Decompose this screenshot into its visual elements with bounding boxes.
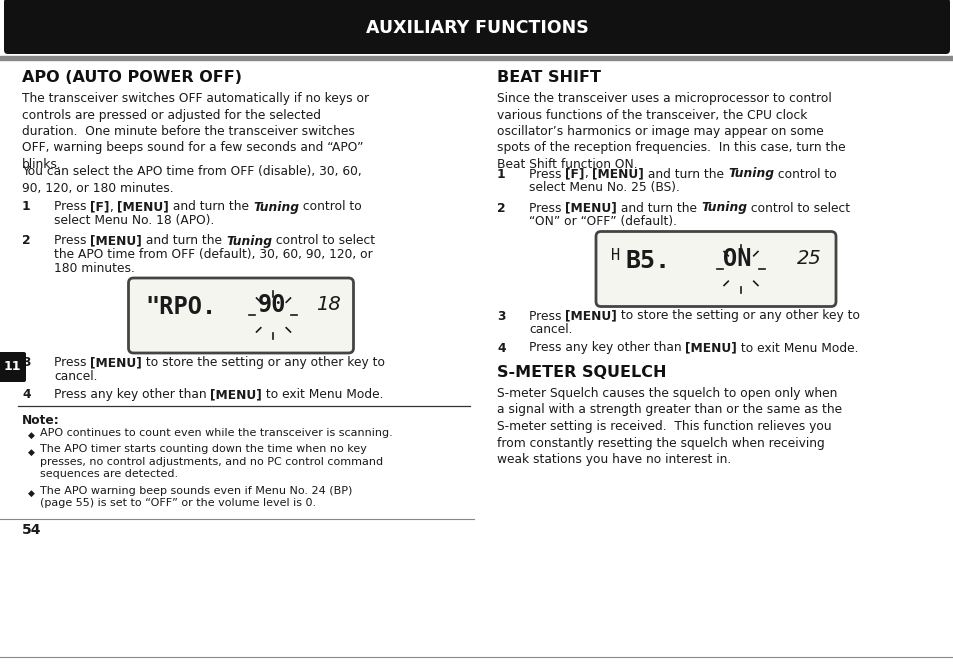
Text: ◆: ◆ — [28, 431, 35, 440]
Text: APO (AUTO POWER OFF): APO (AUTO POWER OFF) — [22, 70, 242, 85]
Text: Tuning: Tuning — [226, 235, 272, 247]
Text: Press any key other than: Press any key other than — [54, 388, 211, 401]
Text: 180 minutes.: 180 minutes. — [54, 261, 134, 274]
Text: 3: 3 — [497, 310, 505, 323]
Text: Tuning: Tuning — [253, 200, 299, 214]
Text: Press any key other than: Press any key other than — [529, 341, 685, 355]
Text: Note:: Note: — [22, 413, 60, 427]
Text: Press: Press — [529, 167, 565, 181]
Text: “ON” or “OFF” (default).: “ON” or “OFF” (default). — [529, 215, 677, 228]
Text: and turn the: and turn the — [617, 202, 700, 214]
Text: cancel.: cancel. — [529, 323, 572, 336]
Text: cancel.: cancel. — [54, 370, 97, 382]
Text: [MENU]: [MENU] — [592, 167, 643, 181]
Text: 1: 1 — [22, 200, 30, 214]
Text: 54: 54 — [22, 523, 42, 537]
Text: Press: Press — [529, 310, 565, 323]
Text: [MENU]: [MENU] — [685, 341, 737, 355]
Text: to exit Menu Mode.: to exit Menu Mode. — [737, 341, 858, 355]
Text: B5.: B5. — [625, 249, 670, 273]
Text: 2: 2 — [22, 235, 30, 247]
Text: 2: 2 — [497, 202, 505, 214]
Text: Press: Press — [529, 202, 565, 214]
Text: The APO timer starts counting down the time when no key
presses, no control adju: The APO timer starts counting down the t… — [40, 444, 383, 479]
Text: [F]: [F] — [565, 167, 584, 181]
Text: ◆: ◆ — [28, 448, 35, 456]
Text: The APO warning beep sounds even if Menu No. 24 (BP)
(page 55) is set to “OFF” o: The APO warning beep sounds even if Menu… — [40, 486, 352, 509]
Text: Since the transceiver uses a microprocessor to control
various functions of the : Since the transceiver uses a microproces… — [497, 92, 844, 171]
Text: ◆: ◆ — [28, 489, 35, 498]
Text: ,: , — [584, 167, 592, 181]
Text: 4: 4 — [497, 341, 505, 355]
Text: "RPO.: "RPO. — [146, 295, 216, 319]
Text: Press: Press — [54, 235, 91, 247]
Text: 25: 25 — [796, 249, 821, 267]
Text: [MENU]: [MENU] — [117, 200, 169, 214]
Text: and turn the: and turn the — [169, 200, 253, 214]
Text: and turn the: and turn the — [142, 235, 226, 247]
Text: control to select: control to select — [272, 235, 375, 247]
Text: You can select the APO time from OFF (disable), 30, 60,
90, 120, or 180 minutes.: You can select the APO time from OFF (di… — [22, 165, 361, 195]
Text: AUXILIARY FUNCTIONS: AUXILIARY FUNCTIONS — [365, 19, 588, 37]
Text: 4: 4 — [22, 388, 30, 401]
Text: 90: 90 — [257, 293, 286, 317]
Text: control to select: control to select — [746, 202, 849, 214]
Text: [MENU]: [MENU] — [565, 202, 617, 214]
Text: to exit Menu Mode.: to exit Menu Mode. — [262, 388, 383, 401]
Text: 18: 18 — [316, 295, 341, 314]
Text: select Menu No. 18 (APO).: select Menu No. 18 (APO). — [54, 214, 214, 227]
Text: S-meter Squelch causes the squelch to open only when
a signal with a strength gr: S-meter Squelch causes the squelch to op… — [497, 387, 841, 466]
Text: Tuning: Tuning — [727, 167, 773, 181]
Text: [MENU]: [MENU] — [91, 356, 142, 369]
Text: [F]: [F] — [91, 200, 110, 214]
Text: [MENU]: [MENU] — [211, 388, 262, 401]
Text: BEAT SHIFT: BEAT SHIFT — [497, 70, 600, 85]
Text: the APO time from OFF (default), 30, 60, 90, 120, or: the APO time from OFF (default), 30, 60,… — [54, 248, 373, 261]
Text: 3: 3 — [22, 356, 30, 369]
Text: to store the setting or any other key to: to store the setting or any other key to — [617, 310, 860, 323]
Text: APO continues to count even while the transceiver is scanning.: APO continues to count even while the tr… — [40, 428, 393, 438]
Text: to store the setting or any other key to: to store the setting or any other key to — [142, 356, 385, 369]
Text: The transceiver switches OFF automatically if no keys or
controls are pressed or: The transceiver switches OFF automatical… — [22, 92, 369, 171]
Text: Press: Press — [54, 356, 91, 369]
FancyBboxPatch shape — [129, 278, 354, 353]
Text: and turn the: and turn the — [643, 167, 727, 181]
Text: H: H — [610, 249, 619, 263]
Text: S-METER SQUELCH: S-METER SQUELCH — [497, 365, 666, 380]
Text: 1: 1 — [497, 167, 505, 181]
FancyBboxPatch shape — [0, 352, 26, 382]
Text: Press: Press — [54, 200, 91, 214]
Text: select Menu No. 25 (BS).: select Menu No. 25 (BS). — [529, 181, 679, 194]
Text: control to: control to — [773, 167, 836, 181]
FancyBboxPatch shape — [596, 231, 835, 306]
Text: [MENU]: [MENU] — [565, 310, 617, 323]
FancyBboxPatch shape — [4, 0, 949, 54]
Text: ,: , — [110, 200, 117, 214]
Text: Tuning: Tuning — [700, 202, 746, 214]
Text: [MENU]: [MENU] — [91, 235, 142, 247]
Text: control to: control to — [299, 200, 361, 214]
Text: 11: 11 — [3, 360, 21, 374]
Text: ON: ON — [722, 247, 751, 271]
